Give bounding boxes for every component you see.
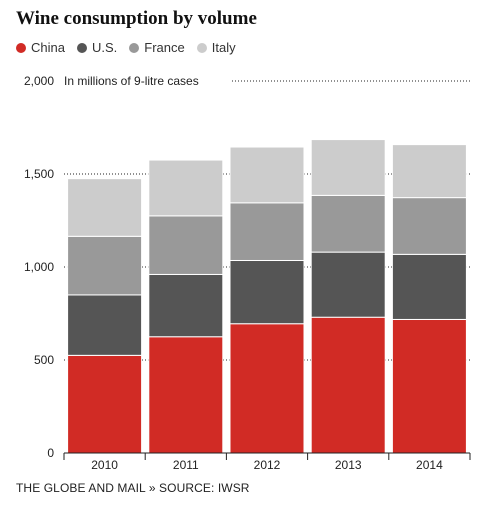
legend-item-us: U.S. [76,40,118,55]
bar-us-2010 [67,294,143,356]
legend-swatch-us [76,42,87,53]
axis-layer [63,452,471,460]
x-tick-label-2011: 2011 [173,458,199,472]
legend-label-china: China [31,40,65,55]
y-tick-label-500: 500 [34,353,54,367]
legend-swatch-italy [196,42,207,53]
bar-us-2011 [148,273,224,338]
legend-label-italy: Italy [211,40,236,55]
chart-title: Wine consumption by volume [16,8,257,29]
legend-item-china: China [16,40,65,55]
bar-us-2012 [229,259,305,325]
bar-italy-2013 [310,139,386,196]
bar-layer [67,139,467,454]
bar-china-2011 [148,336,224,454]
legend-label-us: U.S. [91,40,118,55]
y-tick-label-1500: 1,500 [24,167,54,181]
x-tick-label-2012: 2012 [254,458,281,472]
legend-swatch-china [16,42,26,53]
bar-italy-2014 [391,144,467,199]
source-footer: THE GLOBE AND MAIL » SOURCE: IWSR [16,481,250,495]
grid-layer [64,80,470,361]
y-tick-label-2000: 2,000 [24,74,54,88]
bar-italy-2010 [67,178,143,237]
bar-italy-2012 [229,146,305,204]
x-tick-label-2013: 2013 [335,458,362,472]
bar-france-2013 [310,194,386,253]
bar-china-2014 [391,318,467,454]
y-tick-label-1000: 1,000 [24,260,54,274]
bar-china-2010 [67,354,143,454]
bar-france-2011 [148,215,224,275]
legend-item-italy: Italy [196,40,236,55]
bar-italy-2011 [148,159,224,217]
bar-us-2014 [391,253,467,320]
legend-swatch-france [129,42,140,53]
legend-item-france: France [129,40,185,55]
bar-france-2014 [391,197,467,255]
legend-label-france: France [144,40,185,55]
legend: China U.S. France Italy [16,40,248,55]
y-tick-label-0: 0 [47,446,54,460]
label-layer: 0 500 1,000 1,500 2,000 In millions of 9-litr… [24,74,443,472]
x-tick-label-2010: 2010 [91,458,118,472]
bar-france-2010 [67,235,143,296]
bar-china-2012 [229,323,305,454]
bar-china-2013 [310,316,386,454]
x-tick-label-2014: 2014 [416,458,443,472]
bar-us-2013 [310,251,386,318]
bar-france-2012 [229,202,305,261]
y-axis-label: In millions of 9-litre cases [64,74,199,88]
